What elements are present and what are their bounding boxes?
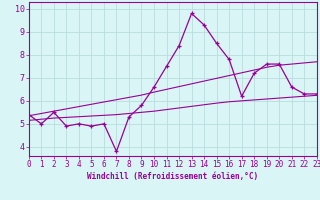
X-axis label: Windchill (Refroidissement éolien,°C): Windchill (Refroidissement éolien,°C) <box>87 172 258 181</box>
